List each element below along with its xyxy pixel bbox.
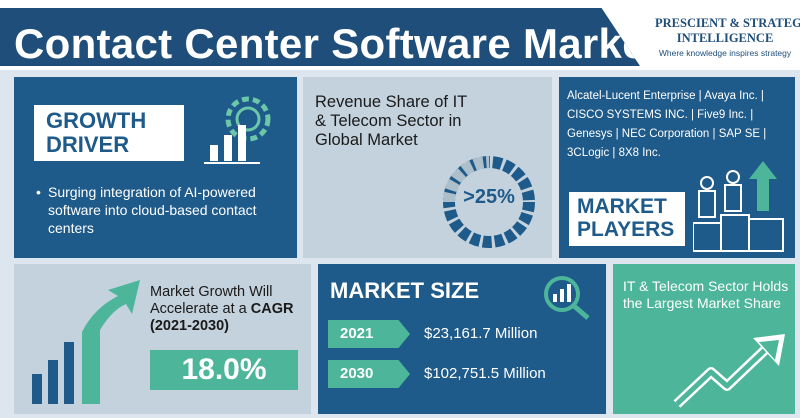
players-list: Alcatel-Lucent Enterprise | Avaya Inc. |… <box>567 90 767 159</box>
market-size-year: 2021 <box>328 320 410 348</box>
magnifier-chart-icon <box>544 276 590 320</box>
cagr-text-line: Market Growth Will Accelerate at a <box>150 284 273 317</box>
players-title-box: MARKET PLAYERS <box>569 192 685 246</box>
growth-title-box: GROWTH DRIVER <box>34 105 184 161</box>
gear-chart-icon <box>204 96 271 164</box>
growth-driver-panel: GROWTH DRIVER Surging integration of AI-… <box>14 77 297 258</box>
title-bar: Contact Center Software Market <box>0 8 640 66</box>
cagr-value: 18.0% <box>150 350 298 390</box>
market-size-panel: MARKET SIZE 2021 $23,161.7 Million 2030 … <box>318 264 606 414</box>
cagr-text-bold: CAGR (2021-2030) <box>150 301 294 334</box>
market-size-value: $23,161.7 Million <box>424 325 538 342</box>
market-players-panel: Alcatel-Lucent Enterprise | Avaya Inc. |… <box>559 77 795 258</box>
market-size-row: 2021 $23,161.7 Million <box>328 320 598 348</box>
page-title: Contact Center Software Market <box>14 20 661 67</box>
revenue-share-value: >25% <box>463 186 515 208</box>
brand-line2: INTELLIGENCE <box>676 31 774 45</box>
podium-people-icon <box>693 161 784 252</box>
market-size-row: 2030 $102,751.5 Million <box>328 360 598 388</box>
growth-bars-arrow-icon <box>32 280 140 404</box>
brand-line1: PRESCIENT & STRATEGIC <box>655 16 800 30</box>
header: Contact Center Software Market PRESCIENT… <box>0 0 800 70</box>
brand-logo: PRESCIENT & STRATEGIC INTELLIGENCE Where… <box>655 16 800 58</box>
revenue-share-panel: Revenue Share of IT & Telecom Sector in … <box>303 77 552 258</box>
market-size-year: 2030 <box>328 360 410 388</box>
revenue-share-text: Revenue Share of IT & Telecom Sector in … <box>315 93 467 149</box>
donut-ring-icon <box>443 156 535 248</box>
cagr-text: Market Growth Will Accelerate at a CAGR … <box>150 284 310 335</box>
trend-arrow-icon <box>673 334 785 408</box>
cagr-panel: Market Growth Will Accelerate at a CAGR … <box>14 264 311 414</box>
brand-tagline: Where knowledge inspires strategy <box>658 48 792 58</box>
growth-title: GROWTH DRIVER <box>46 108 147 157</box>
growth-bullet: Surging integration of AI-powered softwa… <box>36 183 286 237</box>
it-sector-text: IT & Telecom Sector Holds the Largest Ma… <box>623 278 789 311</box>
market-size-value: $102,751.5 Million <box>424 365 546 382</box>
it-sector-panel: IT & Telecom Sector Holds the Largest Ma… <box>613 264 795 414</box>
players-title: MARKET PLAYERS <box>577 195 675 241</box>
market-size-title: MARKET SIZE <box>330 278 480 303</box>
